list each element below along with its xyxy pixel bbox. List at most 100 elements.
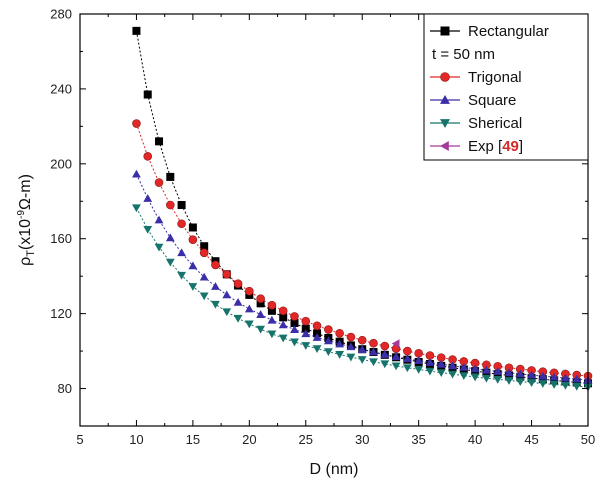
data-point-sherical	[527, 379, 536, 387]
data-point-rectangular	[143, 90, 152, 99]
data-point-square	[211, 282, 220, 290]
data-point-rectangular	[301, 324, 310, 333]
data-point-trigonal	[380, 341, 390, 351]
data-point-trigonal	[335, 328, 344, 338]
data-point-rectangular	[166, 172, 175, 181]
y-tick-label: 280	[50, 7, 72, 22]
x-tick-label: 30	[355, 432, 369, 447]
data-point-square	[402, 354, 412, 363]
data-point-trigonal	[233, 279, 243, 288]
data-point-sherical	[380, 360, 390, 369]
x-tick-label: 45	[524, 432, 538, 447]
data-point-square	[278, 320, 288, 329]
data-point-trigonal	[132, 119, 141, 128]
data-point-square	[154, 215, 164, 224]
x-axis-title: D (nm)	[310, 461, 359, 478]
data-point-trigonal	[143, 152, 153, 161]
data-point-trigonal	[245, 286, 254, 296]
data-point-square	[425, 358, 435, 366]
data-point-sherical	[448, 370, 457, 379]
data-point-square	[470, 364, 480, 373]
y-title-subscript: T	[25, 250, 37, 257]
legend-label-square: Square	[468, 92, 516, 109]
data-point-sherical	[482, 374, 491, 383]
legend-marker-rectangular	[440, 26, 450, 36]
data-point-square	[233, 298, 243, 306]
data-point-sherical	[132, 204, 141, 213]
data-point-sherical	[391, 362, 401, 371]
data-point-trigonal	[369, 338, 378, 348]
data-point-square	[482, 365, 491, 374]
data-point-square	[504, 368, 514, 377]
data-point-sherical	[290, 338, 299, 347]
data-point-square	[312, 333, 322, 341]
data-point-trigonal	[211, 260, 220, 270]
y-tick-label: 240	[50, 81, 72, 96]
data-point-sherical	[369, 358, 378, 367]
data-point-rectangular	[267, 306, 276, 315]
data-point-rectangular	[155, 137, 164, 146]
legend-marker-sherical	[440, 119, 450, 128]
y-title-superscript: -9	[16, 210, 27, 219]
data-point-exp-49	[391, 339, 400, 348]
data-point-square	[538, 371, 548, 380]
data-point-sherical	[459, 372, 469, 381]
data-point-sherical	[211, 300, 220, 309]
legend: Rectangular t = 50 nm Trigonal Square Sheric…	[423, 13, 589, 161]
data-point-rectangular	[177, 201, 186, 210]
data-point-trigonal	[154, 178, 164, 187]
data-point-square	[380, 350, 390, 358]
data-point-trigonal	[278, 306, 288, 316]
data-point-square	[493, 367, 503, 375]
data-point-sherical	[267, 330, 277, 339]
data-point-sherical	[233, 314, 243, 323]
data-point-rectangular	[200, 242, 209, 251]
data-point-square	[549, 372, 559, 381]
data-point-square	[527, 370, 536, 379]
data-point-sherical	[335, 351, 345, 359]
data-point-trigonal	[166, 200, 175, 210]
data-point-rectangular	[279, 313, 288, 322]
plot-area	[132, 26, 593, 392]
data-point-trigonal	[188, 235, 198, 244]
x-tick-label: 25	[299, 432, 313, 447]
x-tick-label: 50	[581, 432, 595, 447]
x-tick-label: 10	[129, 432, 143, 447]
data-point-trigonal	[267, 300, 277, 310]
data-point-sherical	[425, 367, 435, 376]
data-point-square	[290, 325, 299, 333]
data-point-square	[436, 359, 446, 368]
data-point-trigonal	[414, 349, 423, 358]
data-point-sherical	[436, 369, 446, 378]
data-point-square	[323, 336, 333, 345]
x-tick-label: 15	[186, 432, 200, 447]
data-point-square	[448, 361, 457, 370]
data-point-rectangular	[188, 223, 197, 232]
data-point-rectangular	[132, 26, 141, 35]
data-point-square	[572, 374, 582, 383]
data-point-sherical	[165, 258, 175, 267]
data-point-trigonal	[222, 270, 232, 279]
data-point-square	[561, 373, 570, 382]
legend-label-sherical: Sherical	[468, 115, 522, 132]
data-point-square	[335, 339, 345, 348]
data-point-sherical	[504, 377, 514, 385]
data-point-sherical	[493, 375, 503, 384]
data-point-trigonal	[346, 332, 356, 342]
legend-label-exp-49: Exp [49]	[468, 138, 523, 155]
x-tick-label: 35	[411, 432, 425, 447]
data-point-sherical	[402, 364, 412, 373]
data-point-square	[256, 310, 266, 318]
y-tick-label: 160	[50, 231, 72, 246]
x-tick-label: 40	[468, 432, 482, 447]
series-line-square	[135, 173, 589, 381]
legend-box	[423, 13, 589, 161]
data-point-square	[188, 261, 198, 270]
data-point-sherical	[278, 334, 288, 343]
data-point-sherical	[346, 353, 356, 362]
data-point-square	[391, 352, 401, 361]
legend-marker-exp-49	[440, 141, 449, 151]
data-point-square	[132, 169, 141, 178]
data-point-square	[199, 272, 209, 281]
